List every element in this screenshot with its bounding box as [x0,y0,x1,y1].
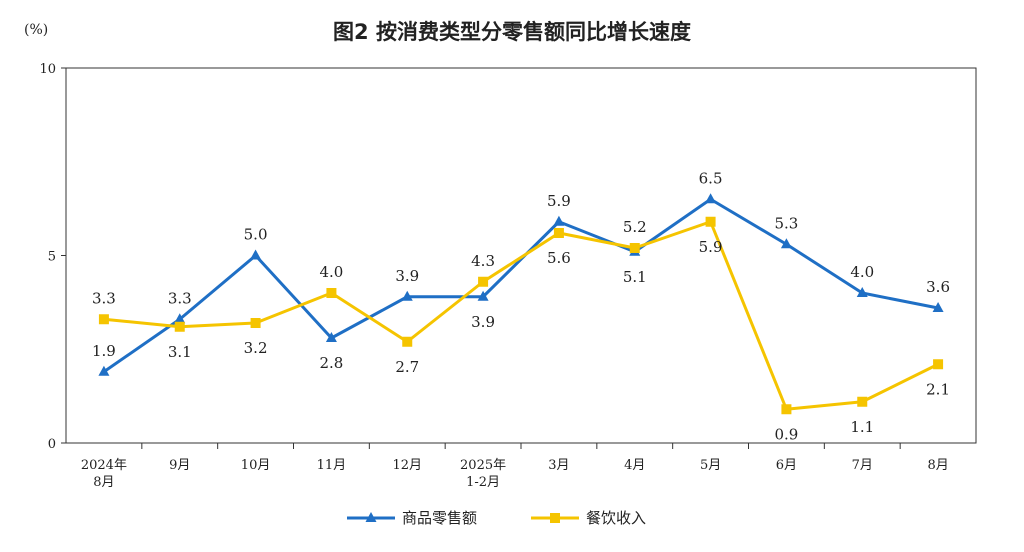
series-layer [98,193,944,415]
data-label: 5.0 [244,226,268,244]
x-tick-label: 12月 [392,458,422,473]
data-point-triangle [780,238,792,249]
x-tick-label: 11月 [317,458,347,473]
legend-label: 餐饮收入 [586,509,646,527]
data-point-square [629,243,640,253]
data-label: 1.1 [850,418,874,436]
chart-title: 图2 按消费类型分零售额同比增长速度 [333,20,691,44]
x-tick-label: 9月 [169,458,190,473]
data-label: 3.3 [168,289,192,307]
data-label: 6.5 [699,169,723,187]
data-point-square [98,314,109,325]
data-point-triangle [401,290,413,301]
y-unit-label: (%) [24,22,49,38]
x-tick-label: 5月 [700,458,721,473]
data-label: 2.8 [319,354,343,372]
x-tick-label: 10月 [241,458,271,473]
data-label: 5.2 [623,218,647,236]
data-label: 3.9 [471,313,495,331]
data-point-square [250,318,261,328]
x-axis: 2024年 8月 9月 10月 11月 12月 2025年 1-2月 3月 4月 5月 6月 7月 8月 [81,443,949,490]
data-label: 5.6 [547,249,571,267]
data-label: 5.1 [623,268,647,286]
data-label: 4.0 [319,263,343,281]
x-tick-label: 2024年 [81,458,127,473]
x-tick-label: 8月 [93,475,114,490]
data-label: 1.9 [92,342,116,360]
data-label: 2.7 [395,358,419,376]
data-point-square [857,396,868,407]
data-label: 5.9 [699,238,723,256]
x-tick-label: 7月 [852,458,873,473]
data-point-triangle [250,249,262,260]
data-label: 0.9 [774,425,798,443]
data-label: 3.2 [244,339,268,357]
y-axis: 0 5 10 [39,62,66,452]
data-label: 4.3 [471,252,495,270]
data-label: 5.3 [774,214,798,232]
x-tick-label: 8月 [927,458,948,473]
data-point-square [402,336,413,347]
x-tick-label: 6月 [776,458,797,473]
data-label: 3.9 [395,267,419,285]
data-point-square [174,321,185,332]
plot-frame [65,67,977,444]
legend-marker-square [550,513,560,523]
data-label: 2.1 [926,380,950,398]
x-tick-label: 4月 [624,458,645,473]
x-tick-label: 3月 [548,458,569,473]
data-point-square [553,228,564,238]
data-label: 5.9 [547,192,571,210]
x-tick-label: 2025年 [460,458,506,473]
data-point-square [705,216,716,227]
data-point-triangle [98,365,110,376]
data-label: 4.0 [850,263,874,281]
data-point-triangle [856,287,868,297]
data-label: 3.6 [926,278,950,296]
y-tick-label: 10 [39,62,56,77]
data-point-triangle [932,302,944,312]
data-point-triangle [477,290,489,301]
series-line [103,220,939,411]
data-label: 3.1 [168,343,192,361]
legend-marker-triangle [365,512,377,522]
legend: 商品零售额 餐饮收入 [347,509,646,527]
legend-label: 商品零售额 [402,509,477,527]
data-point-triangle [553,215,565,226]
data-point-triangle [705,193,717,204]
data-point-square [478,276,489,287]
data-label: 3.3 [92,289,116,307]
x-tick-label: 1-2月 [466,475,500,490]
data-point-square [933,359,944,370]
data-point-square [781,404,792,415]
y-tick-label: 0 [48,437,56,452]
data-point-triangle [174,313,186,324]
data-point-square [326,288,337,298]
data-point-triangle [325,332,337,342]
data-label-layer: 1.9 3.3 5.0 2.8 3.9 3.9 5.9 5.1 6.5 5.3 4.0 3.6 3.3 3… [92,169,950,443]
y-tick-label: 5 [48,250,56,265]
series-line [103,197,939,373]
